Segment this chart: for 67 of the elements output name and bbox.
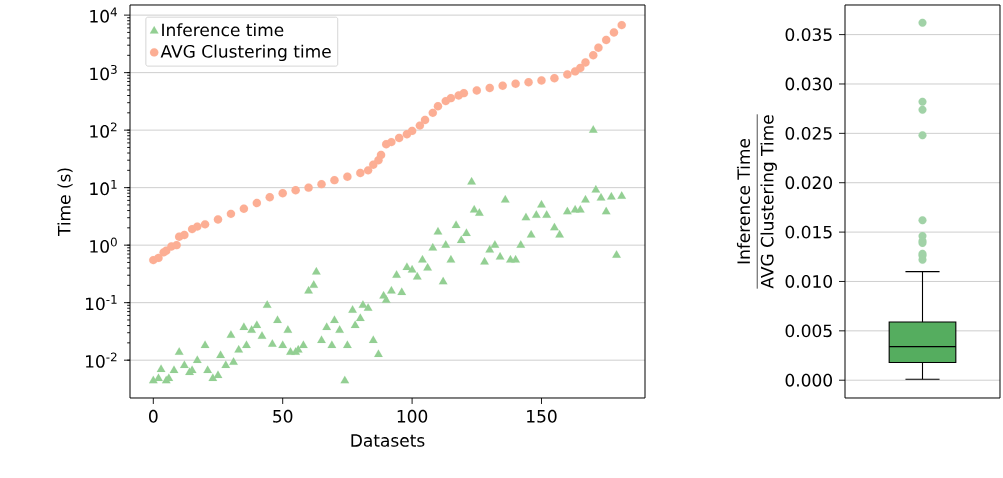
y-tick-label: 0.035 bbox=[785, 28, 832, 42]
point bbox=[363, 166, 373, 175]
point bbox=[576, 63, 585, 73]
point bbox=[472, 86, 482, 95]
point bbox=[172, 240, 181, 250]
point bbox=[304, 183, 313, 192]
point bbox=[317, 179, 326, 189]
point bbox=[291, 186, 300, 195]
legend-label: AVG Clustering time bbox=[160, 44, 331, 62]
y-tick-label: 0.005 bbox=[785, 324, 832, 338]
y-tick-label: 0.025 bbox=[785, 126, 832, 140]
point bbox=[394, 133, 404, 143]
point bbox=[498, 81, 507, 91]
point bbox=[511, 79, 520, 89]
point bbox=[537, 76, 546, 85]
point bbox=[588, 51, 598, 60]
point bbox=[446, 93, 456, 103]
point bbox=[459, 88, 469, 98]
y-tick-label: 10$^{2}$ bbox=[90, 122, 117, 138]
x-tick-label: 100 bbox=[397, 409, 428, 423]
y-tick-label: 10$^{0}$ bbox=[90, 237, 117, 253]
y-tick-label: 10$^{-1}$ bbox=[86, 295, 117, 311]
point bbox=[200, 220, 210, 229]
point bbox=[428, 108, 438, 118]
x-tick-label: 0 bbox=[149, 409, 158, 423]
point bbox=[550, 73, 559, 83]
point bbox=[420, 115, 430, 125]
point bbox=[226, 209, 236, 219]
point bbox=[485, 83, 494, 93]
point bbox=[343, 172, 352, 181]
point bbox=[433, 102, 443, 111]
y-tick-label: 0.000 bbox=[785, 373, 832, 387]
x-tick-label: 150 bbox=[527, 409, 557, 423]
point bbox=[193, 222, 202, 231]
y-tick-label: 0.010 bbox=[785, 275, 832, 288]
point bbox=[252, 198, 262, 208]
point bbox=[265, 193, 275, 202]
point bbox=[154, 253, 163, 263]
point bbox=[376, 150, 386, 160]
point bbox=[239, 204, 249, 213]
point bbox=[407, 126, 417, 136]
y-tick-label: 10$^{4}$ bbox=[90, 7, 117, 23]
point bbox=[213, 215, 223, 224]
point bbox=[356, 168, 365, 178]
point bbox=[278, 188, 287, 198]
point bbox=[609, 28, 619, 37]
point bbox=[601, 35, 611, 45]
point bbox=[415, 121, 425, 130]
point bbox=[524, 78, 533, 87]
y-tick-label: 0.015 bbox=[785, 225, 832, 239]
y-tick-label: 0.020 bbox=[785, 176, 832, 190]
y-tick-label: 0.030 bbox=[785, 77, 832, 91]
y-tick-label: 10$^{1}$ bbox=[90, 180, 117, 196]
x-axis-title: Datasets bbox=[351, 434, 425, 447]
point bbox=[563, 70, 572, 79]
y-axis-title: $\frac{\text{Inference Time}}{\text{AVG Clustering Time}}$ bbox=[736, 114, 777, 289]
x-tick-label: 50 bbox=[273, 409, 293, 423]
point bbox=[387, 137, 396, 147]
y-axis-title: Time (s) bbox=[57, 168, 73, 237]
legend-label: Inference time bbox=[162, 23, 284, 37]
point bbox=[581, 58, 590, 67]
point bbox=[180, 230, 189, 240]
point bbox=[330, 175, 339, 185]
point bbox=[594, 43, 603, 53]
point bbox=[617, 20, 626, 30]
y-tick-label: 10$^{-2}$ bbox=[86, 352, 117, 368]
y-tick-label: 10$^{3}$ bbox=[90, 64, 117, 81]
